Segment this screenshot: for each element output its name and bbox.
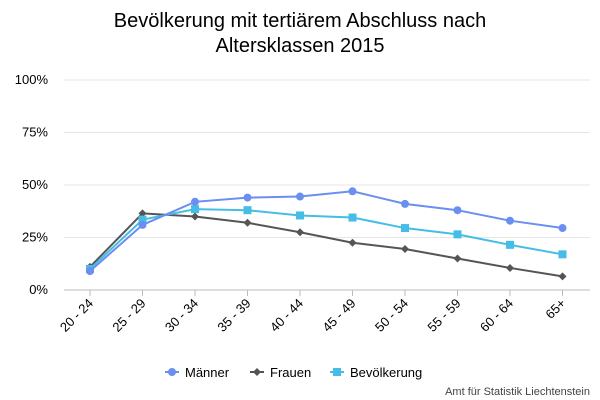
- chart-title-line-1: Bevölkerung mit tertiärem Abschluss nach: [114, 10, 486, 32]
- x-tick-label: 50 - 54: [372, 296, 411, 335]
- grid: [64, 79, 590, 291]
- data-point: [348, 187, 357, 196]
- x-tick-label: 20 - 24: [57, 296, 96, 335]
- data-point: [191, 197, 199, 206]
- x-tick-label: 30 - 34: [162, 296, 201, 335]
- data-point: [453, 230, 462, 239]
- data-point: [453, 254, 462, 263]
- y-tick-label: 25%: [22, 230, 48, 245]
- data-point: [558, 272, 567, 281]
- series-line: [89, 212, 563, 278]
- legend-item: Bevölkerung: [330, 365, 422, 380]
- data-point: [138, 220, 147, 229]
- data-point: [191, 212, 199, 221]
- series-line: [89, 190, 563, 272]
- legend-label: Frauen: [270, 365, 311, 380]
- x-tick-label: 65+: [542, 296, 568, 322]
- series-lines: [86, 187, 567, 281]
- data-point: [138, 209, 147, 218]
- data-point: [191, 205, 199, 214]
- series-frauen: [86, 209, 567, 281]
- data-point: [243, 206, 252, 215]
- data-point: [243, 193, 252, 202]
- data-point: [348, 213, 357, 222]
- legend-marker: [253, 368, 261, 376]
- x-tick-label: 45 - 49: [319, 296, 358, 335]
- data-point: [401, 224, 409, 233]
- x-tick-label: 25 - 29: [109, 296, 148, 335]
- data-point: [138, 215, 147, 224]
- x-axis-ticks: 20 - 24 25 - 29 30 - 34 35 - 39 40 - 44 45 - …: [57, 290, 569, 335]
- data-point: [558, 224, 567, 233]
- data-point: [453, 206, 462, 215]
- data-point: [506, 240, 514, 249]
- series-line: [89, 208, 563, 270]
- y-tick-label: 0%: [29, 282, 48, 297]
- y-tick-label: 50%: [22, 177, 48, 192]
- data-point: [296, 192, 304, 201]
- data-point: [401, 245, 409, 254]
- legend: Männer Frauen Bevölkerung: [165, 365, 422, 380]
- legend-item: Frauen: [250, 365, 311, 380]
- source-label: Amt für Statistik Liechtenstein: [445, 386, 590, 398]
- legend-label: Männer: [185, 365, 230, 380]
- legend-label: Bevölkerung: [350, 365, 422, 380]
- data-point: [506, 263, 514, 272]
- x-tick-label: 55 - 59: [424, 296, 463, 335]
- x-tick-label: 40 - 44: [267, 296, 306, 335]
- legend-item: Männer: [165, 365, 230, 380]
- legend-marker: [333, 368, 341, 376]
- y-axis-ticks: 0% 25% 50% 75% 100%: [15, 72, 49, 297]
- data-point: [86, 267, 94, 276]
- data-point: [296, 211, 304, 220]
- data-point: [243, 218, 252, 227]
- chart-title-line-2: Altersklassen 2015: [216, 35, 385, 57]
- legend-marker: [168, 368, 176, 376]
- x-tick-label: 35 - 39: [214, 296, 253, 335]
- data-point: [401, 199, 409, 208]
- data-point: [558, 250, 567, 259]
- y-tick-label: 75%: [22, 125, 48, 140]
- data-point: [348, 238, 357, 247]
- series-männer: [86, 187, 567, 276]
- y-tick-label: 100%: [15, 72, 49, 87]
- data-point: [506, 216, 514, 225]
- series-bevölkerung: [86, 205, 567, 273]
- data-point: [296, 228, 304, 237]
- x-tick-label: 60 - 64: [477, 296, 516, 335]
